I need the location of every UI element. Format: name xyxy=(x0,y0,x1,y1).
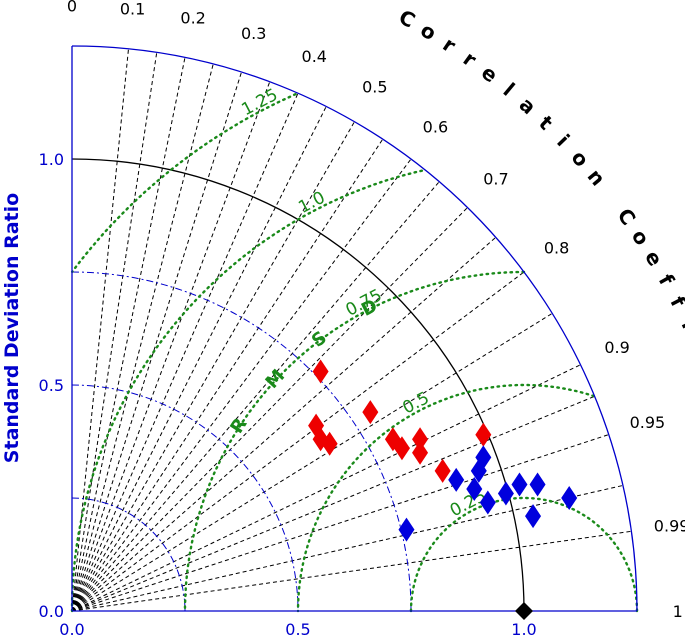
correlation-title-char: t xyxy=(534,111,558,135)
rmsd-arc xyxy=(183,270,526,613)
correlation-title-char: o xyxy=(627,225,655,250)
correlation-title-char: a xyxy=(515,92,541,119)
red-data-point xyxy=(321,431,338,456)
correlation-title-char: r xyxy=(459,46,481,71)
rmsd-title-char: R xyxy=(226,414,251,437)
tick-labels-layer: 0.00.0 0.5 0.5 1.0 1.0 0 0.1 0.2 0.3 0.4 0.5 0.6 0.7… xyxy=(39,0,685,639)
red-data-point xyxy=(412,440,429,465)
correlation-line xyxy=(71,484,623,612)
y-axis-label: Standard Deviation Ratio xyxy=(1,193,23,463)
y-tick-label: 1.0 xyxy=(39,150,64,169)
axes-layer xyxy=(71,45,638,612)
correlation-title-char: o xyxy=(416,18,440,46)
correlation-title-char: o xyxy=(567,145,594,171)
blue-data-point xyxy=(475,445,492,470)
rmsd-arc xyxy=(409,496,639,613)
correlation-tick-label: 0.8 xyxy=(544,239,569,258)
blue-data-point xyxy=(529,472,546,497)
correlation-line xyxy=(71,138,384,612)
correlation-line xyxy=(71,181,440,612)
correlation-line xyxy=(71,48,129,612)
blue-data-point xyxy=(561,486,578,510)
correlation-tick-label: 0.9 xyxy=(604,338,629,357)
correlation-title-char: r xyxy=(439,32,461,58)
correlation-tick-label: 0.2 xyxy=(180,9,205,28)
outer-arc xyxy=(71,45,638,612)
red-data-point xyxy=(362,400,379,425)
correlation-line xyxy=(71,530,632,612)
y-tick-label: 0.5 xyxy=(39,376,64,395)
correlation-tick-label: 0.4 xyxy=(302,47,327,66)
rmsd-title-char: S xyxy=(308,327,331,352)
correlation-title-char: l xyxy=(499,78,520,101)
correlation-tick-label: 0.99 xyxy=(654,517,685,536)
std-arc xyxy=(71,271,412,612)
x-tick-label: 0.5 xyxy=(285,620,310,639)
correlation-title-char: i xyxy=(677,316,685,332)
correlation-title-char: C xyxy=(395,5,420,33)
red-data-point xyxy=(393,436,410,461)
rmsd-arc xyxy=(70,169,424,613)
correlation-line xyxy=(71,81,271,612)
correlation-line xyxy=(71,121,355,612)
x-tick-label: 1.0 xyxy=(511,620,536,639)
correlation-line xyxy=(71,312,553,612)
correlation-line xyxy=(71,71,242,612)
rmsd-arc xyxy=(296,383,595,613)
blue-data-point xyxy=(525,504,542,529)
blue-data-point xyxy=(497,481,514,506)
correlation-tick-label: 0.3 xyxy=(241,24,266,43)
correlation-line xyxy=(71,106,327,612)
blue-data-point xyxy=(511,472,528,497)
red-data-point xyxy=(434,458,451,483)
correlation-tick-label: 0.7 xyxy=(483,169,508,188)
correlation-line xyxy=(71,207,468,612)
correlation-title-char: e xyxy=(640,246,668,270)
rmsd-tick-label: 1.0 xyxy=(295,188,328,218)
data-points-layer xyxy=(308,359,578,620)
x-tick-label: 0.0 xyxy=(59,620,84,639)
red-data-point xyxy=(312,359,329,384)
rmsd-tick-label: 1.25 xyxy=(238,85,281,120)
correlation-line xyxy=(71,57,186,612)
correlation-title-char: n xyxy=(583,164,611,190)
correlation-line xyxy=(71,395,595,612)
correlation-line xyxy=(71,364,581,612)
reference-std-arc xyxy=(71,158,525,612)
rmsd-tick-label: 0.5 xyxy=(399,388,432,418)
correlation-tick-label: 0 xyxy=(67,0,77,15)
correlation-title-char: i xyxy=(552,129,574,151)
blue-data-point xyxy=(479,490,496,515)
blue-data-point xyxy=(448,467,465,492)
std-arc xyxy=(71,497,186,612)
rmsd-arc xyxy=(70,92,297,273)
correlation-line xyxy=(71,236,497,612)
correlation-title-char: C xyxy=(613,204,641,230)
blue-data-point xyxy=(398,517,415,542)
red-data-point xyxy=(412,427,429,452)
blue-data-point xyxy=(466,476,483,501)
correlation-line xyxy=(71,52,158,612)
correlation-tick-label: 0.5 xyxy=(362,77,387,96)
correlation-tick-label: 0.1 xyxy=(120,0,145,18)
rmsd-arcs-layer: 0.250.50.751.01.25 xyxy=(70,85,639,613)
grid-layer xyxy=(71,48,632,612)
reference-point xyxy=(515,602,533,620)
y-tick-label: 0.0 xyxy=(39,602,64,621)
correlation-title-char: e xyxy=(477,60,502,87)
correlation-line xyxy=(71,434,609,612)
correlation-tick-label: 0.95 xyxy=(630,413,666,432)
correlation-title-char: f xyxy=(654,270,679,290)
std-arc xyxy=(71,384,299,612)
correlation-title-char: f xyxy=(665,292,685,311)
red-data-point xyxy=(475,422,492,447)
correlation-line xyxy=(71,271,525,612)
correlation-line xyxy=(71,158,412,612)
correlation-tick-label: 1 xyxy=(673,602,683,621)
correlation-line xyxy=(71,92,299,612)
correlation-tick-label: 0.6 xyxy=(423,117,448,136)
